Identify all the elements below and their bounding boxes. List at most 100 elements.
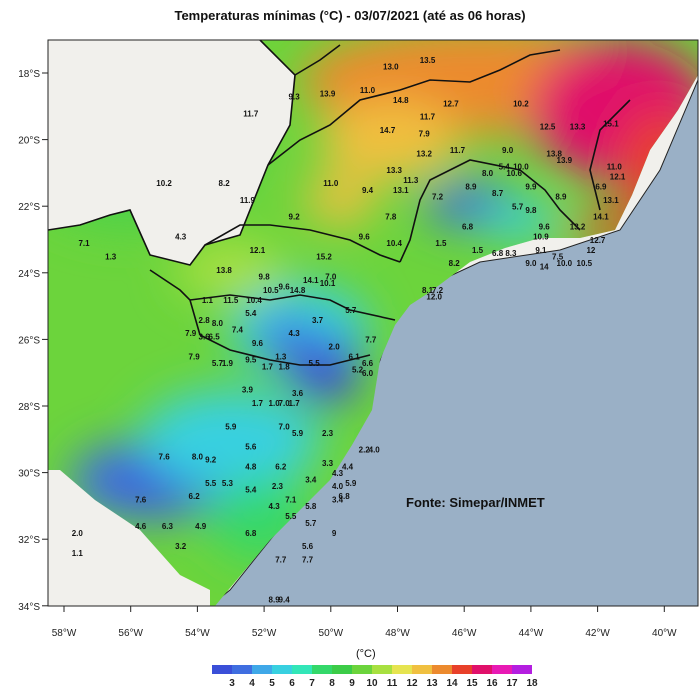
legend-level-label: 12 [406, 678, 418, 689]
station-value: 6.8 [462, 223, 474, 232]
lat-tick-label: 24°S [18, 269, 40, 280]
legend-swatch [292, 665, 312, 674]
station-value: 14 [540, 263, 549, 272]
station-value: 12 [586, 246, 595, 255]
station-value: 1.0 [269, 399, 281, 408]
legend-swatch [452, 665, 472, 674]
legend-swatch [512, 665, 532, 674]
station-value: 13.9 [320, 89, 336, 98]
station-value: 10.6 [506, 169, 522, 178]
source-credit: Fonte: Simepar/INMET [406, 495, 545, 510]
station-value: 9.6 [279, 282, 291, 291]
station-value: 4.8 [245, 462, 257, 471]
station-value: 1.5 [472, 246, 484, 255]
station-value: 5.9 [345, 479, 357, 488]
station-value: 9.1 [535, 246, 547, 255]
legend-level-label: 11 [387, 678, 398, 689]
legend-level-label: 8 [329, 678, 335, 689]
station-value: 9.6 [359, 233, 371, 242]
station-value: 9.9 [525, 183, 537, 192]
lat-tick-label: 32°S [18, 535, 40, 546]
station-value: 9.6 [252, 339, 264, 348]
station-value: 12.7 [443, 99, 459, 108]
station-value: 1.3 [275, 352, 287, 361]
station-value: 7.0 [325, 273, 337, 282]
station-value: 10.0 [513, 163, 529, 172]
legend-level-label: 9 [349, 678, 355, 689]
station-value: 5.3 [222, 479, 234, 488]
station-value: 5.2 [352, 366, 364, 375]
station-value: 1.1 [72, 549, 84, 558]
station-value: 6.8 [339, 492, 351, 501]
station-value: 9.0 [502, 146, 514, 155]
station-value: 1.7 [262, 362, 274, 371]
station-value: 5.5 [309, 359, 321, 368]
station-value: 11.7 [450, 146, 466, 155]
station-value: 13.8 [546, 149, 562, 158]
station-value: 3.4 [332, 496, 344, 505]
station-value: 1.8 [279, 362, 291, 371]
station-value: 7.8 [385, 213, 397, 222]
station-value: 11.0 [607, 163, 623, 172]
station-value: 4.0 [369, 446, 381, 455]
station-value: 8.2 [449, 259, 461, 268]
station-value: 13.2 [570, 223, 586, 232]
station-value: 8.9 [555, 193, 567, 202]
color-legend: 3 4 5 6 7 8 9 10 11 12 13 14 15 16 17 18 [212, 665, 538, 689]
station-value: 5.5 [285, 512, 297, 521]
legend-swatch [232, 665, 252, 674]
station-value: 6.8 [492, 249, 504, 258]
station-value: 13.5 [420, 56, 436, 65]
station-value: 10.2 [156, 179, 172, 188]
station-values: 9.3 13.9 11.0 13.0 13.5 14.8 12.7 10.2 11.7 11.7 1… [72, 56, 626, 605]
station-value: 5.7 [305, 519, 317, 528]
station-value: 8.0 [212, 319, 224, 328]
station-value: 11.9 [240, 196, 256, 205]
station-value: 10.2 [513, 99, 529, 108]
station-value: 9.4 [279, 596, 291, 605]
station-value: 7.9 [185, 329, 197, 338]
legend-level-label: 6 [289, 678, 295, 689]
station-value: 7.9 [189, 352, 201, 361]
station-value: 7.6 [135, 496, 147, 505]
station-value: 7.2 [432, 286, 444, 295]
station-value: 10.5 [577, 259, 593, 268]
station-value: 7.7 [302, 556, 314, 565]
station-value: 5.6 [302, 542, 314, 551]
station-value: 5.4 [245, 309, 257, 318]
station-value: 14.8 [290, 286, 306, 295]
station-value: 4.0 [332, 482, 344, 491]
legend-swatch [472, 665, 492, 674]
station-value: 10.0 [557, 259, 573, 268]
legend-level-label: 16 [486, 678, 498, 689]
station-value: 8.9 [269, 596, 281, 605]
station-value: 6.0 [362, 369, 374, 378]
station-value: 6.1 [349, 352, 361, 361]
station-value: 14.1 [303, 276, 319, 285]
legend-level-label: 5 [269, 678, 275, 689]
station-value: 6.8 [245, 529, 257, 538]
legend-level-label: 15 [466, 678, 478, 689]
station-value: 1.7 [252, 399, 264, 408]
station-value: 13.3 [570, 123, 586, 132]
station-value: 2.8 [199, 316, 211, 325]
legend-swatch [412, 665, 432, 674]
legend-swatch [252, 665, 272, 674]
station-value: 8.7 [492, 189, 504, 198]
legend-swatch [372, 665, 392, 674]
station-value: 9.5 [245, 356, 257, 365]
station-value: 6.2 [275, 462, 287, 471]
station-value: 14.1 [593, 213, 609, 222]
station-value: 6.2 [189, 492, 201, 501]
station-value: 5.7 [212, 359, 224, 368]
station-value: 5.8 [305, 502, 317, 511]
lat-tick-label: 30°S [18, 469, 40, 480]
legend-level-label: 13 [426, 678, 438, 689]
map-frame [47, 39, 699, 607]
station-value: 12.1 [610, 173, 626, 182]
legend-level-label: 3 [229, 678, 235, 689]
lat-tick-label: 26°S [18, 335, 40, 346]
station-value: 14.7 [380, 126, 396, 135]
